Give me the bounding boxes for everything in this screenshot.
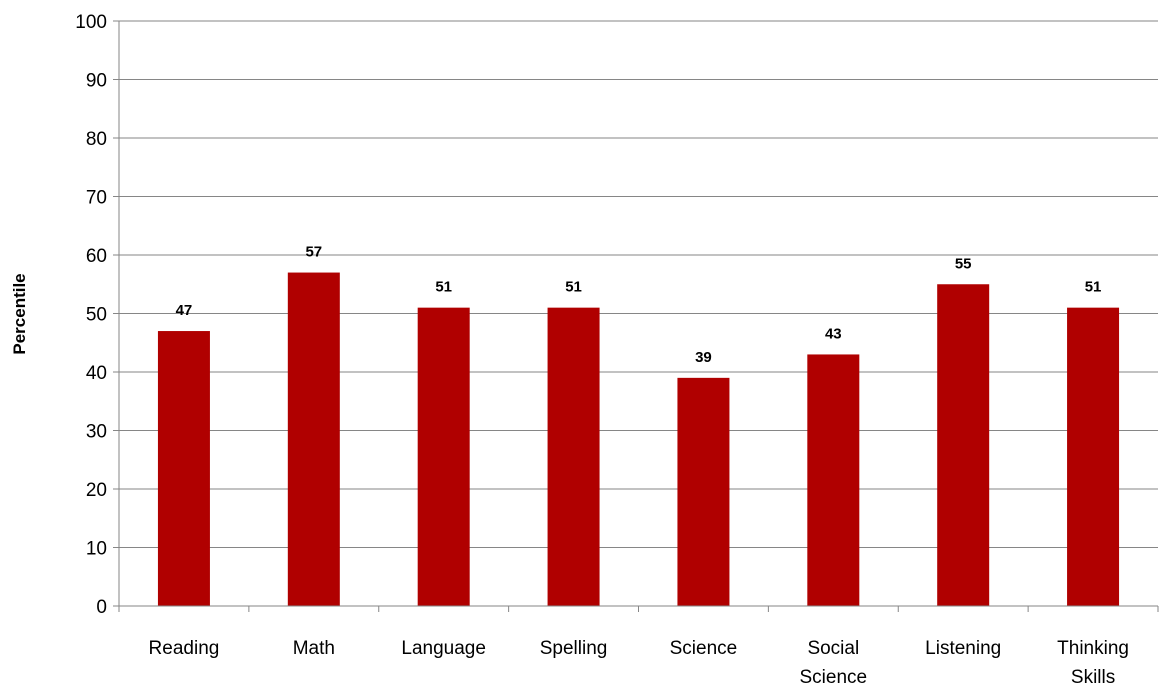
bar (937, 284, 990, 606)
x-tick-label: Spelling (540, 638, 608, 659)
y-tick-label: 50 (86, 305, 107, 326)
axes (113, 20, 1159, 612)
y-tick-label: 20 (86, 480, 107, 501)
data-label: 51 (435, 279, 452, 296)
data-label: 39 (695, 349, 712, 366)
y-tick-label: 40 (86, 363, 107, 384)
y-tick-label: 60 (86, 246, 107, 267)
x-tick-label: Science (670, 638, 738, 659)
y-tick-label: 80 (86, 129, 107, 150)
data-label: 51 (1085, 279, 1102, 296)
data-label: 57 (305, 244, 322, 261)
bar (157, 331, 210, 606)
gridlines (119, 20, 1158, 548)
y-tick-label: 100 (75, 12, 107, 33)
bar (547, 307, 600, 606)
data-label: 51 (565, 279, 582, 296)
x-tick-label: Social Science (800, 638, 868, 688)
y-tick-label: 70 (86, 188, 107, 209)
bar (287, 272, 340, 606)
data-label: 55 (955, 255, 972, 272)
x-tick-label: Math (293, 638, 335, 659)
bar (417, 307, 470, 606)
data-labels: 47 57 51 51 39 43 55 51 (176, 244, 1102, 366)
data-label: 47 (176, 302, 193, 319)
bars (157, 272, 1120, 606)
y-tick-label: 0 (96, 597, 107, 618)
x-tick-label: Listening (925, 638, 1001, 659)
y-tick-label: 30 (86, 422, 107, 443)
bar (1067, 307, 1120, 606)
y-tick-label: 10 (86, 539, 107, 560)
y-tick-label: 90 (86, 71, 107, 92)
x-tick-label: Language (401, 638, 486, 659)
x-tick-labels: Reading Math Language Spelling Science Social… (149, 638, 1129, 688)
y-axis-title: Percentile (10, 273, 29, 354)
bar (677, 377, 730, 606)
x-tick-label: Thinking Skills (1057, 638, 1129, 688)
data-label: 43 (825, 325, 842, 342)
bar (807, 354, 860, 606)
y-tick-labels: 0 10 20 30 40 50 60 70 80 90 100 (75, 12, 107, 618)
x-tick-label: Reading (149, 638, 220, 659)
